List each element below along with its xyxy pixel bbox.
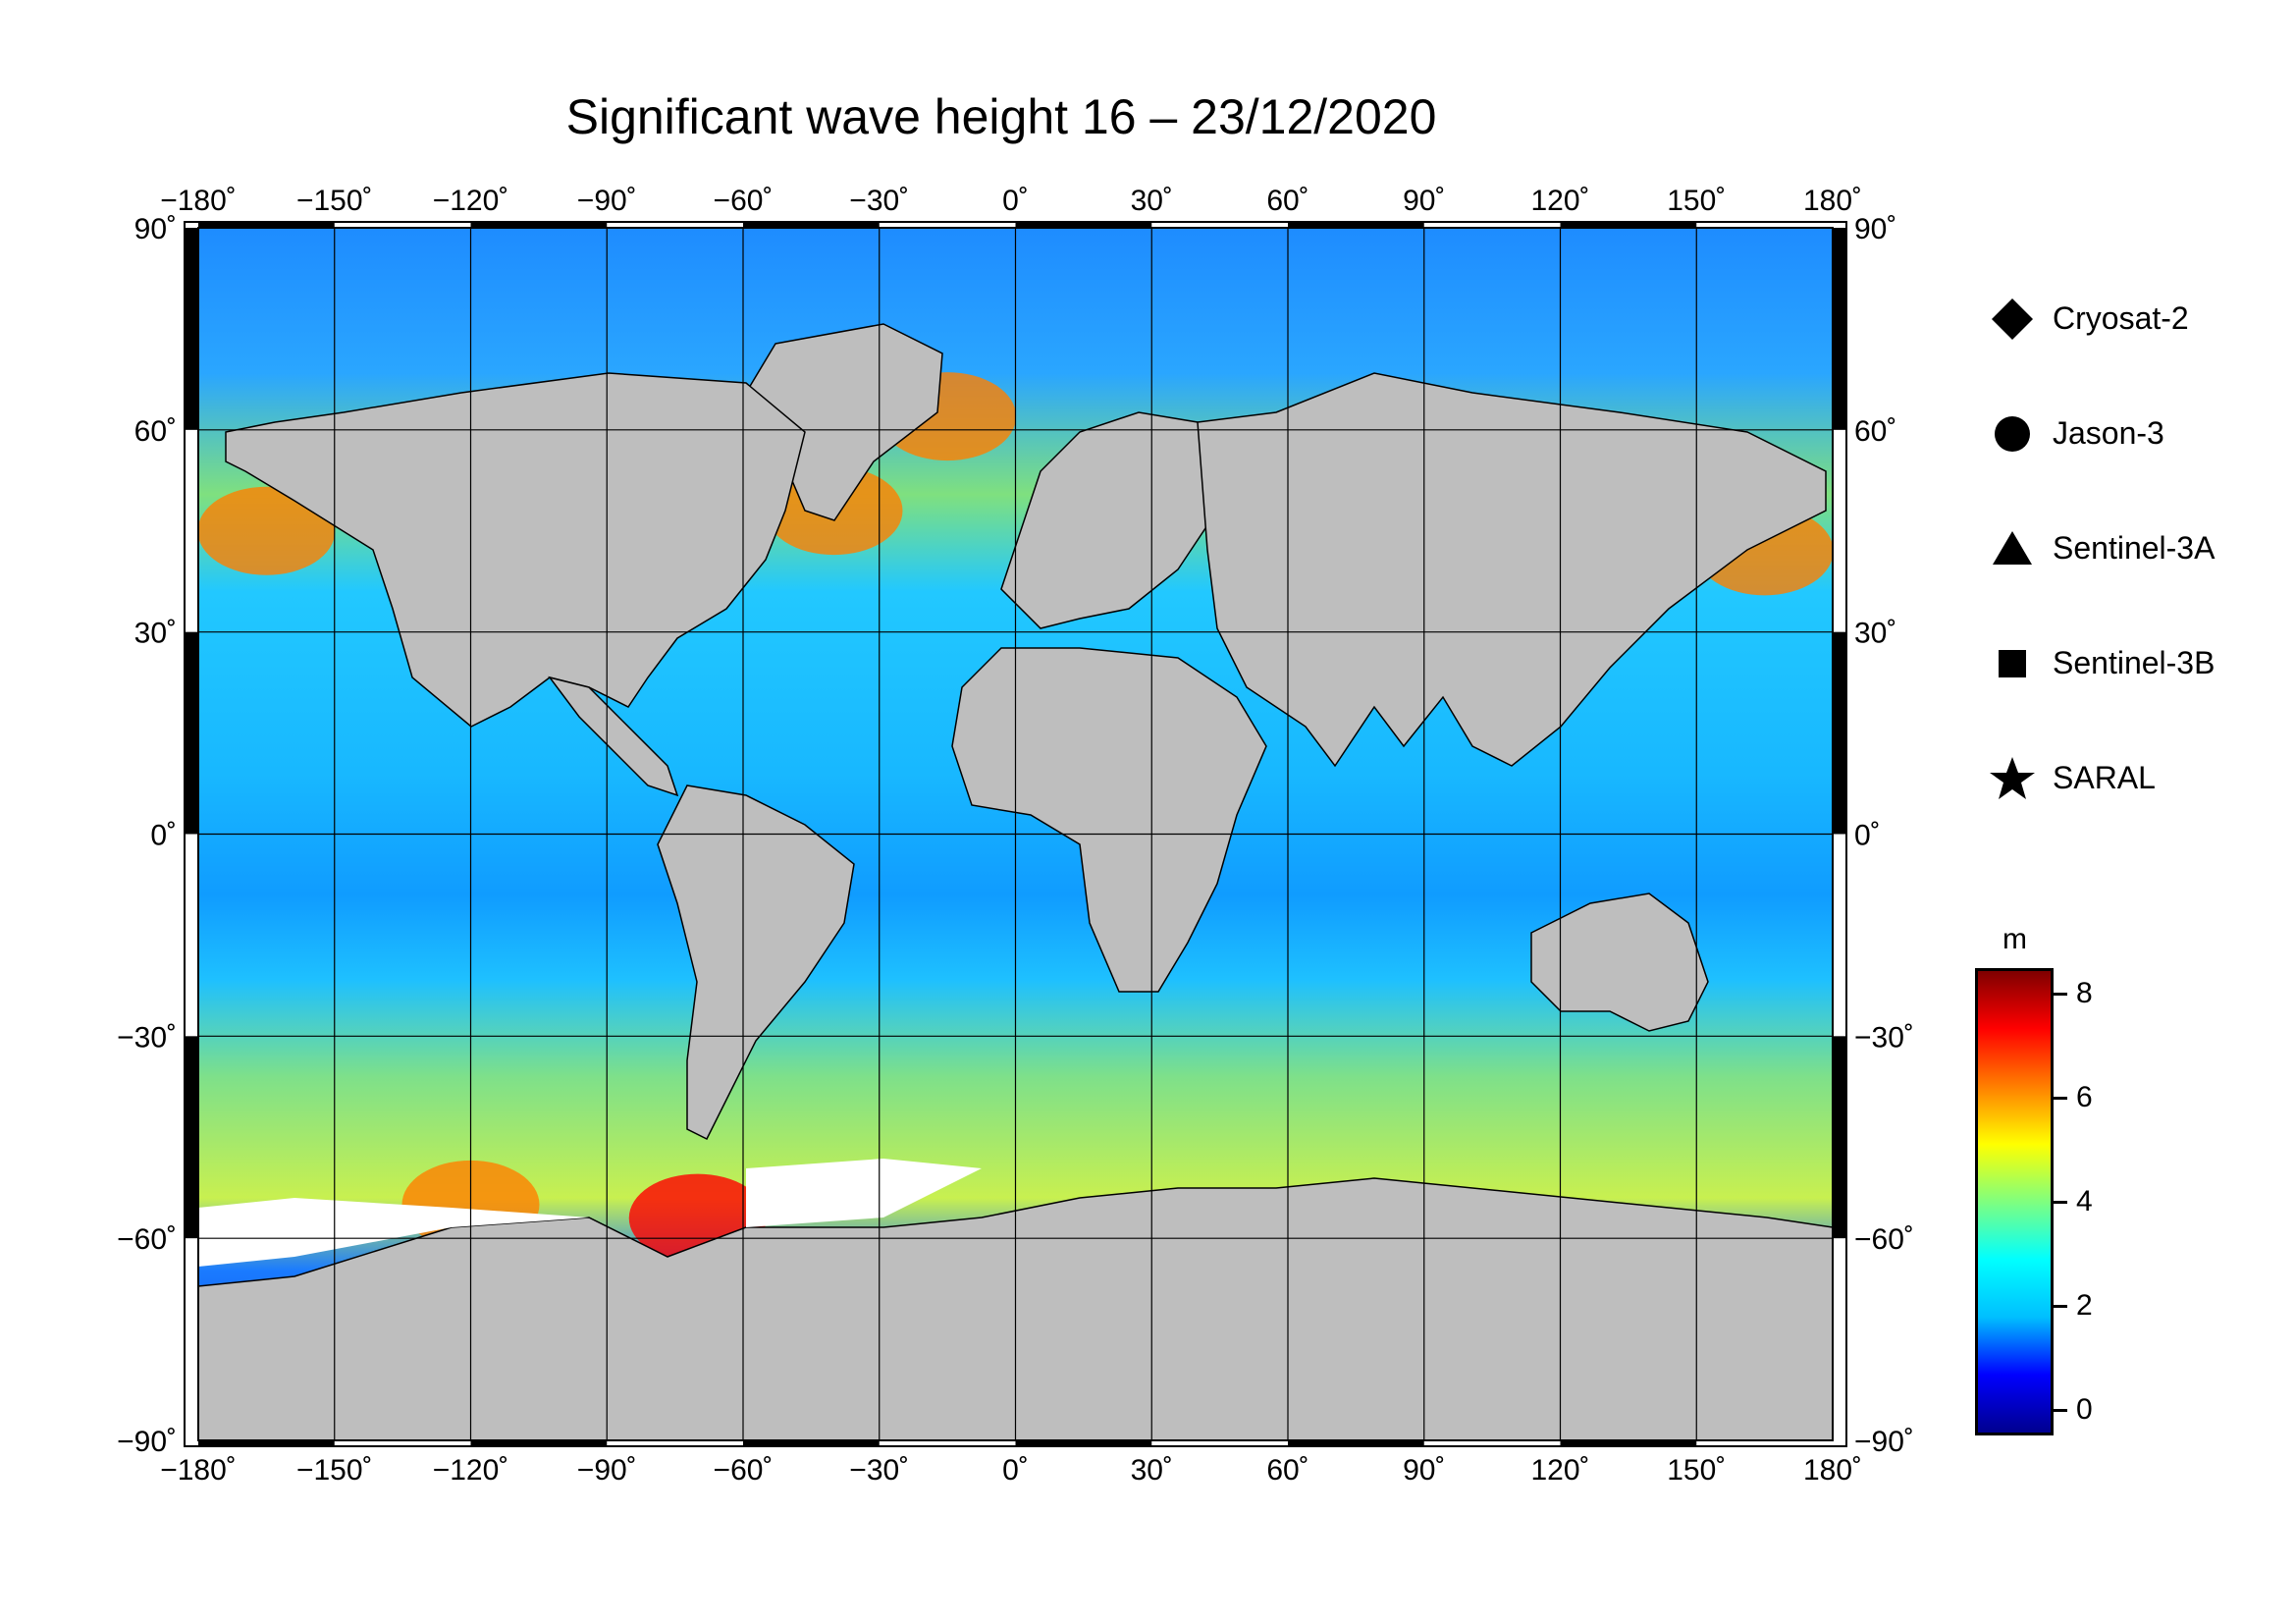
lon-tick-label-bottom: 150˚ [1667, 1454, 1726, 1487]
colorbar-unit: m [2002, 923, 2027, 955]
border-segment-bottom [1288, 1440, 1424, 1446]
legend-label: Cryosat-2 [2053, 300, 2189, 336]
border-segment-top [1015, 222, 1152, 228]
lat-tick-label-left: −60˚ [117, 1223, 177, 1256]
border-segment-bottom [198, 1440, 335, 1446]
colorbar-tick-label: 4 [2076, 1185, 2093, 1217]
border-segment-bottom [1560, 1440, 1697, 1446]
high-wave-hotspot [198, 486, 336, 575]
triangle-icon [1993, 531, 2032, 565]
legend-item-sentinel-3b: Sentinel-3B [1988, 639, 2282, 754]
colorbar-tick [2054, 1201, 2067, 1204]
legend-item-saral: SARAL [1988, 754, 2282, 869]
border-segment-bottom [470, 1440, 608, 1446]
square-icon [1999, 650, 2026, 677]
colorbar-tick-label: 6 [2076, 1081, 2093, 1114]
border-segment-left [185, 631, 198, 835]
lon-tick-label-top: 30˚ [1131, 185, 1173, 217]
lon-tick-label-bottom: 90˚ [1403, 1454, 1445, 1487]
border-segment-right [1833, 1036, 1846, 1239]
star-icon [1990, 757, 2035, 799]
border-segment-top [1288, 222, 1424, 228]
lat-tick-label-left: 30˚ [134, 618, 177, 650]
chart-title: Significant wave height 16 – 23/12/2020 [565, 89, 1437, 144]
sea-ice-no-data [198, 1159, 982, 1267]
legend-label: Sentinel-3A [2053, 530, 2216, 566]
diamond-icon [1992, 298, 2033, 340]
land-north-america [225, 372, 806, 728]
graticule [198, 228, 1833, 1440]
colorbar-tick [2054, 993, 2067, 997]
lat-tick-label-left: 90˚ [134, 213, 177, 245]
lat-tick-label-left: −30˚ [117, 1021, 177, 1054]
border-segment-right [1833, 631, 1846, 835]
land-africa [951, 647, 1267, 993]
land-asia [1197, 372, 1827, 768]
lon-tick-label-top: −60˚ [714, 185, 774, 217]
circle-icon [1995, 416, 2030, 452]
border-segment-bottom [1015, 1440, 1152, 1446]
lat-tick-label-right: 0˚ [1854, 820, 1881, 852]
lat-tick-label-right: 60˚ [1854, 415, 1896, 448]
lon-tick-label-top: −30˚ [849, 185, 909, 217]
lat-tick-label-left: 0˚ [150, 820, 177, 852]
lon-tick-label-bottom: 120˚ [1530, 1454, 1589, 1487]
colorbar-tick [2054, 1097, 2067, 1101]
lat-tick-label-right: −60˚ [1854, 1223, 1914, 1256]
colorbar [1975, 968, 2054, 1435]
legend-item-jason: Jason-3 [1988, 409, 2282, 524]
legend-label: Sentinel-3B [2053, 645, 2216, 680]
colorbar-tick [2054, 1408, 2067, 1412]
colorbar-tick-label: 2 [2076, 1288, 2093, 1322]
lon-tick-label-bottom: −30˚ [849, 1454, 909, 1487]
lon-tick-label-top: 150˚ [1667, 185, 1726, 217]
lon-tick-label-top: 180˚ [1803, 185, 1862, 217]
lon-tick-label-bottom: 30˚ [1131, 1454, 1173, 1487]
legend-label: SARAL [2053, 760, 2156, 795]
legend-item-sentinel-3a: Sentinel-3A [1988, 524, 2282, 639]
lat-tick-label-right: −30˚ [1854, 1021, 1914, 1054]
lon-tick-label-bottom: −60˚ [714, 1454, 774, 1487]
colorbar-tick [2054, 1304, 2067, 1308]
lon-tick-label-bottom: 0˚ [1002, 1454, 1029, 1487]
lon-tick-label-top: −180˚ [160, 185, 237, 217]
border-segment-top [198, 222, 335, 228]
lat-tick-label-right: 30˚ [1854, 618, 1896, 650]
lon-tick-label-bottom: −90˚ [577, 1454, 637, 1487]
axis-tick-labels: −180˚ −180˚ −150˚ −150˚ −120˚ −120˚ −90˚ −90˚ −6… [117, 185, 1914, 1487]
border-segment-left [185, 1036, 198, 1239]
lat-tick-label-right: 90˚ [1854, 213, 1896, 245]
border-segment-right [1833, 228, 1846, 430]
legend-item-cryosat: Cryosat-2 [1988, 295, 2282, 409]
land-south-america [657, 784, 855, 1141]
border-segment-top [1560, 222, 1697, 228]
lon-tick-label-top: −150˚ [296, 185, 373, 217]
lon-tick-label-top: 60˚ [1266, 185, 1308, 217]
lat-tick-label-right: −90˚ [1854, 1426, 1914, 1458]
border-segment-top [470, 222, 608, 228]
lon-tick-label-top: −90˚ [577, 185, 637, 217]
lon-tick-label-bottom: −120˚ [433, 1454, 509, 1487]
lon-tick-label-top: −120˚ [433, 185, 509, 217]
lon-tick-label-bottom: 180˚ [1803, 1454, 1862, 1487]
land-australia [1530, 893, 1709, 1032]
lon-tick-label-bottom: 60˚ [1266, 1454, 1308, 1487]
colorbar-tick-label: 8 [2076, 977, 2093, 1010]
border-segment-top [743, 222, 880, 228]
colorbar-tick-label: 0 [2076, 1392, 2093, 1426]
lon-tick-label-top: 120˚ [1530, 185, 1589, 217]
map-border-checkerboard [185, 222, 1846, 1446]
border-segment-bottom [743, 1440, 880, 1446]
legend-label: Jason-3 [2053, 415, 2164, 451]
border-segment-left [185, 228, 198, 430]
lat-tick-label-left: 60˚ [134, 415, 177, 448]
lon-tick-label-bottom: −150˚ [296, 1454, 373, 1487]
lon-tick-label-bottom: −180˚ [160, 1454, 237, 1487]
lat-tick-label-left: −90˚ [117, 1426, 177, 1458]
lon-tick-label-top: 0˚ [1002, 185, 1029, 217]
land-central-america [548, 676, 679, 797]
satellite-legend: Cryosat-2 Jason-3 Sentinel-3A Sentinel-3… [1988, 295, 2282, 869]
lon-tick-label-top: 90˚ [1403, 185, 1445, 217]
